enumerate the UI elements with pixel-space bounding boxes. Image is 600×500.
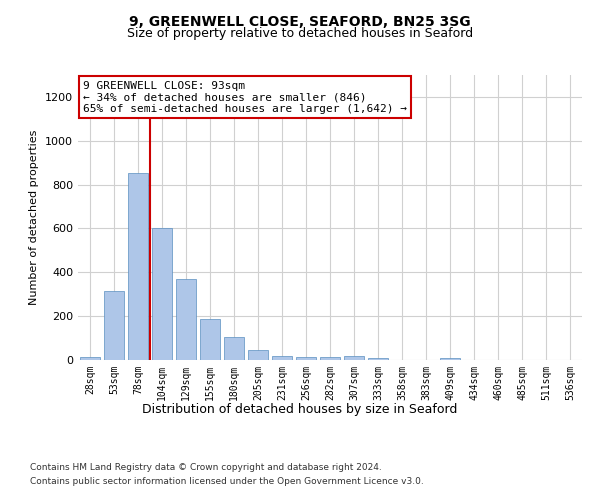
Bar xyxy=(368,358,388,360)
Bar xyxy=(296,356,316,360)
Text: Size of property relative to detached houses in Seaford: Size of property relative to detached ho… xyxy=(127,28,473,40)
Bar xyxy=(80,356,100,360)
Bar xyxy=(440,358,460,360)
Bar xyxy=(224,337,244,360)
Bar xyxy=(320,356,340,360)
Bar xyxy=(128,172,148,360)
Text: Distribution of detached houses by size in Seaford: Distribution of detached houses by size … xyxy=(142,402,458,415)
Text: Contains public sector information licensed under the Open Government Licence v3: Contains public sector information licen… xyxy=(30,478,424,486)
Text: Contains HM Land Registry data © Crown copyright and database right 2024.: Contains HM Land Registry data © Crown c… xyxy=(30,462,382,471)
Bar xyxy=(104,291,124,360)
Bar xyxy=(248,350,268,360)
Y-axis label: Number of detached properties: Number of detached properties xyxy=(29,130,40,305)
Bar xyxy=(200,320,220,360)
Bar xyxy=(272,356,292,360)
Bar xyxy=(152,228,172,360)
Text: 9, GREENWELL CLOSE, SEAFORD, BN25 3SG: 9, GREENWELL CLOSE, SEAFORD, BN25 3SG xyxy=(129,15,471,29)
Text: 9 GREENWELL CLOSE: 93sqm
← 34% of detached houses are smaller (846)
65% of semi-: 9 GREENWELL CLOSE: 93sqm ← 34% of detach… xyxy=(83,80,407,114)
Bar xyxy=(344,356,364,360)
Bar xyxy=(176,279,196,360)
